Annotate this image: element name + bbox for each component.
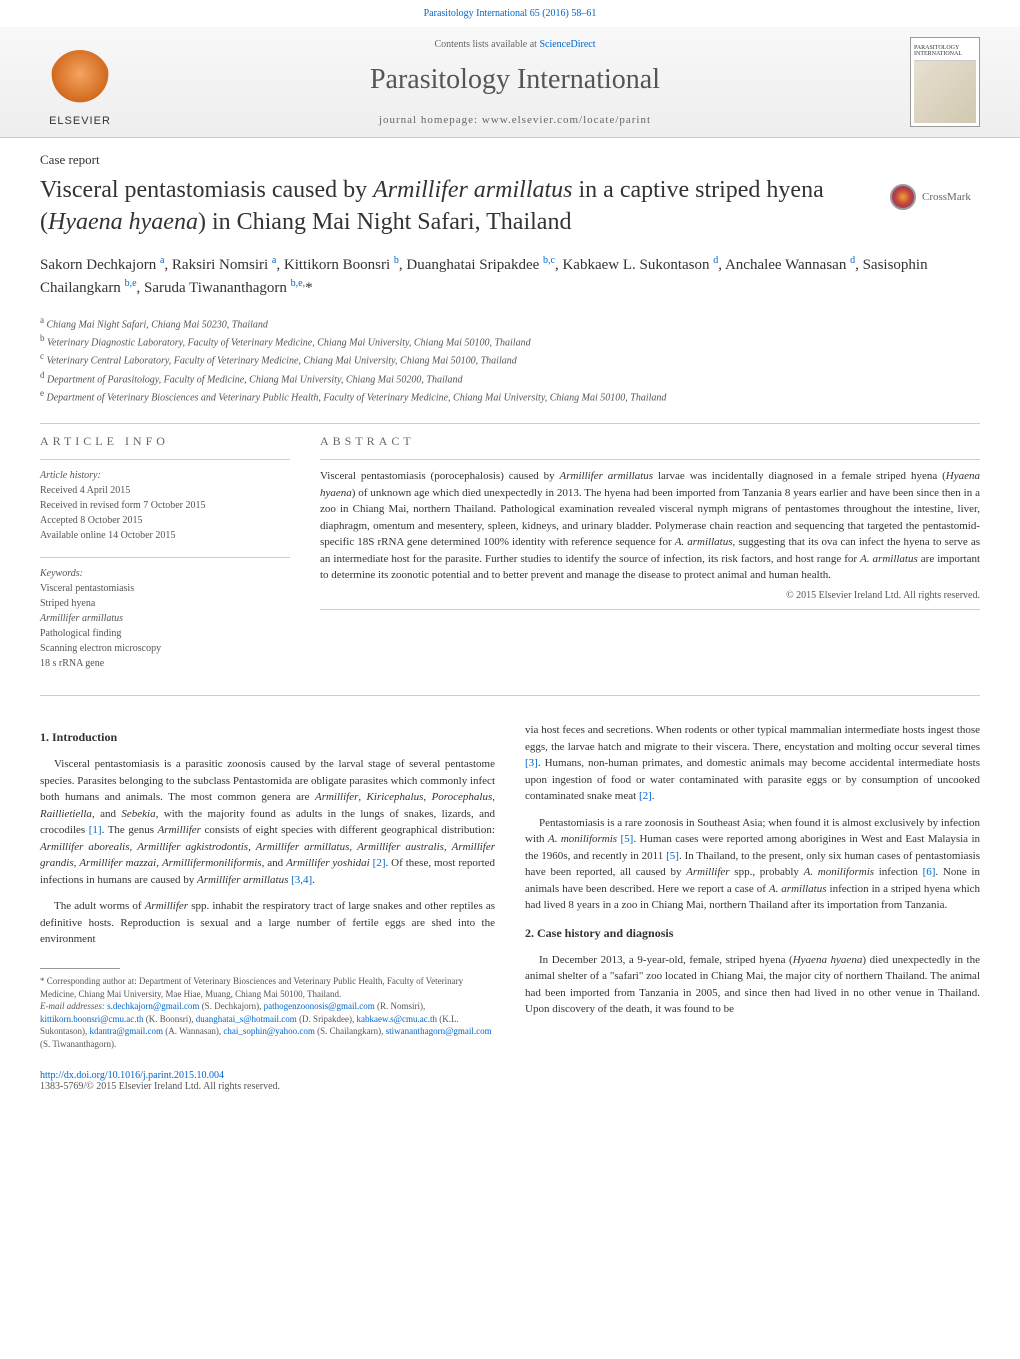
divider — [40, 557, 290, 558]
body-paragraph: In December 2013, a 9-year-old, female, … — [525, 952, 980, 1018]
abstract-block: ABSTRACT Visceral pentastomiasis (poroce… — [320, 434, 980, 685]
page-footer: http://dx.doi.org/10.1016/j.parint.2015.… — [0, 1050, 1020, 1122]
keyword: Armillifer armillatus — [40, 611, 290, 626]
keyword: Pathological finding — [40, 626, 290, 641]
keywords-label: Keywords: — [40, 566, 290, 581]
body-paragraph: via host feces and secretions. When rode… — [525, 722, 980, 805]
journal-center-block: Contents lists available at ScienceDirec… — [120, 39, 910, 126]
history-item: Accepted 8 October 2015 — [40, 513, 290, 528]
journal-title: Parasitology International — [120, 64, 910, 96]
history-item: Available online 14 October 2015 — [40, 528, 290, 543]
affiliation: a Chiang Mai Night Safari, Chiang Mai 50… — [40, 314, 980, 332]
divider — [40, 695, 980, 696]
body-paragraph: Visceral pentastomiasis is a parasitic z… — [40, 756, 495, 888]
elsevier-label: ELSEVIER — [49, 115, 111, 127]
elsevier-tree-icon — [50, 50, 110, 110]
email-label: E-mail addresses: — [40, 1001, 105, 1011]
keywords-block: Keywords: Visceral pentastomiasis Stripe… — [40, 566, 290, 671]
crossmark-label: CrossMark — [922, 191, 971, 203]
body-paragraph: Pentastomiasis is a rare zoonosis in Sou… — [525, 815, 980, 914]
journal-header: ELSEVIER Contents lists available at Sci… — [0, 27, 1020, 138]
contents-prefix: Contents lists available at — [434, 39, 539, 50]
section-heading-intro: 1. Introduction — [40, 728, 495, 746]
homepage-prefix: journal homepage: — [379, 114, 482, 126]
keyword: Scanning electron microscopy — [40, 641, 290, 656]
divider — [40, 423, 980, 424]
section-heading-case: 2. Case history and diagnosis — [525, 924, 980, 942]
keyword: 18 s rRNA gene — [40, 656, 290, 671]
keyword: Striped hyena — [40, 596, 290, 611]
divider — [320, 609, 980, 610]
crossmark-icon — [890, 184, 916, 210]
article-title: Visceral pentastomiasis caused by Armill… — [40, 174, 890, 239]
authors-list: Sakorn Dechkajorn a, Raksiri Nomsiri a, … — [0, 239, 1020, 306]
article-info-block: ARTICLE INFO Article history: Received 4… — [40, 434, 290, 685]
elsevier-logo[interactable]: ELSEVIER — [40, 37, 120, 127]
cover-title: PARASITOLOGY INTERNATIONAL — [914, 41, 976, 61]
journal-citation[interactable]: Parasitology International 65 (2016) 58–… — [0, 0, 1020, 27]
issn-copyright: 1383-5769/© 2015 Elsevier Ireland Ltd. A… — [40, 1081, 280, 1092]
history-item: Received in revised form 7 October 2015 — [40, 498, 290, 513]
affiliation: c Veterinary Central Laboratory, Faculty… — [40, 350, 980, 368]
journal-cover-thumbnail[interactable]: PARASITOLOGY INTERNATIONAL — [910, 37, 980, 127]
affiliations-list: a Chiang Mai Night Safari, Chiang Mai 50… — [0, 306, 1020, 414]
abstract-copyright: © 2015 Elsevier Ireland Ltd. All rights … — [320, 590, 980, 601]
abstract-heading: ABSTRACT — [320, 434, 980, 449]
history-label: Article history: — [40, 468, 290, 483]
divider — [320, 459, 980, 460]
footnote-divider — [40, 968, 120, 969]
body-columns: 1. Introduction Visceral pentastomiasis … — [0, 706, 1020, 1050]
affiliation: d Department of Parasitology, Faculty of… — [40, 369, 980, 387]
divider — [40, 459, 290, 460]
article-type: Case report — [0, 138, 1020, 174]
affiliation: e Department of Veterinary Biosciences a… — [40, 387, 980, 405]
history-item: Received 4 April 2015 — [40, 483, 290, 498]
cover-image-icon — [914, 61, 976, 123]
right-column: via host feces and secretions. When rode… — [525, 722, 980, 1050]
sciencedirect-link[interactable]: ScienceDirect — [539, 39, 595, 50]
abstract-text: Visceral pentastomiasis (porocephalosis)… — [320, 468, 980, 584]
corresponding-author-footnote: * Corresponding author at: Department of… — [40, 975, 495, 1000]
article-info-heading: ARTICLE INFO — [40, 434, 290, 449]
email-addresses: s.dechkajorn@gmail.com (S. Dechkajorn), … — [40, 1001, 492, 1049]
crossmark-badge[interactable]: CrossMark — [890, 184, 980, 210]
left-column: 1. Introduction Visceral pentastomiasis … — [40, 722, 495, 1050]
keyword: Visceral pentastomiasis — [40, 581, 290, 596]
homepage-url[interactable]: www.elsevier.com/locate/parint — [482, 114, 651, 126]
body-paragraph: The adult worms of Armillifer spp. inhab… — [40, 898, 495, 948]
article-history: Article history: Received 4 April 2015 R… — [40, 468, 290, 543]
contents-line: Contents lists available at ScienceDirec… — [120, 39, 910, 50]
doi-link[interactable]: http://dx.doi.org/10.1016/j.parint.2015.… — [40, 1070, 224, 1081]
homepage-line: journal homepage: www.elsevier.com/locat… — [120, 114, 910, 126]
affiliation: b Veterinary Diagnostic Laboratory, Facu… — [40, 332, 980, 350]
email-footnote: E-mail addresses: s.dechkajorn@gmail.com… — [40, 1000, 495, 1050]
